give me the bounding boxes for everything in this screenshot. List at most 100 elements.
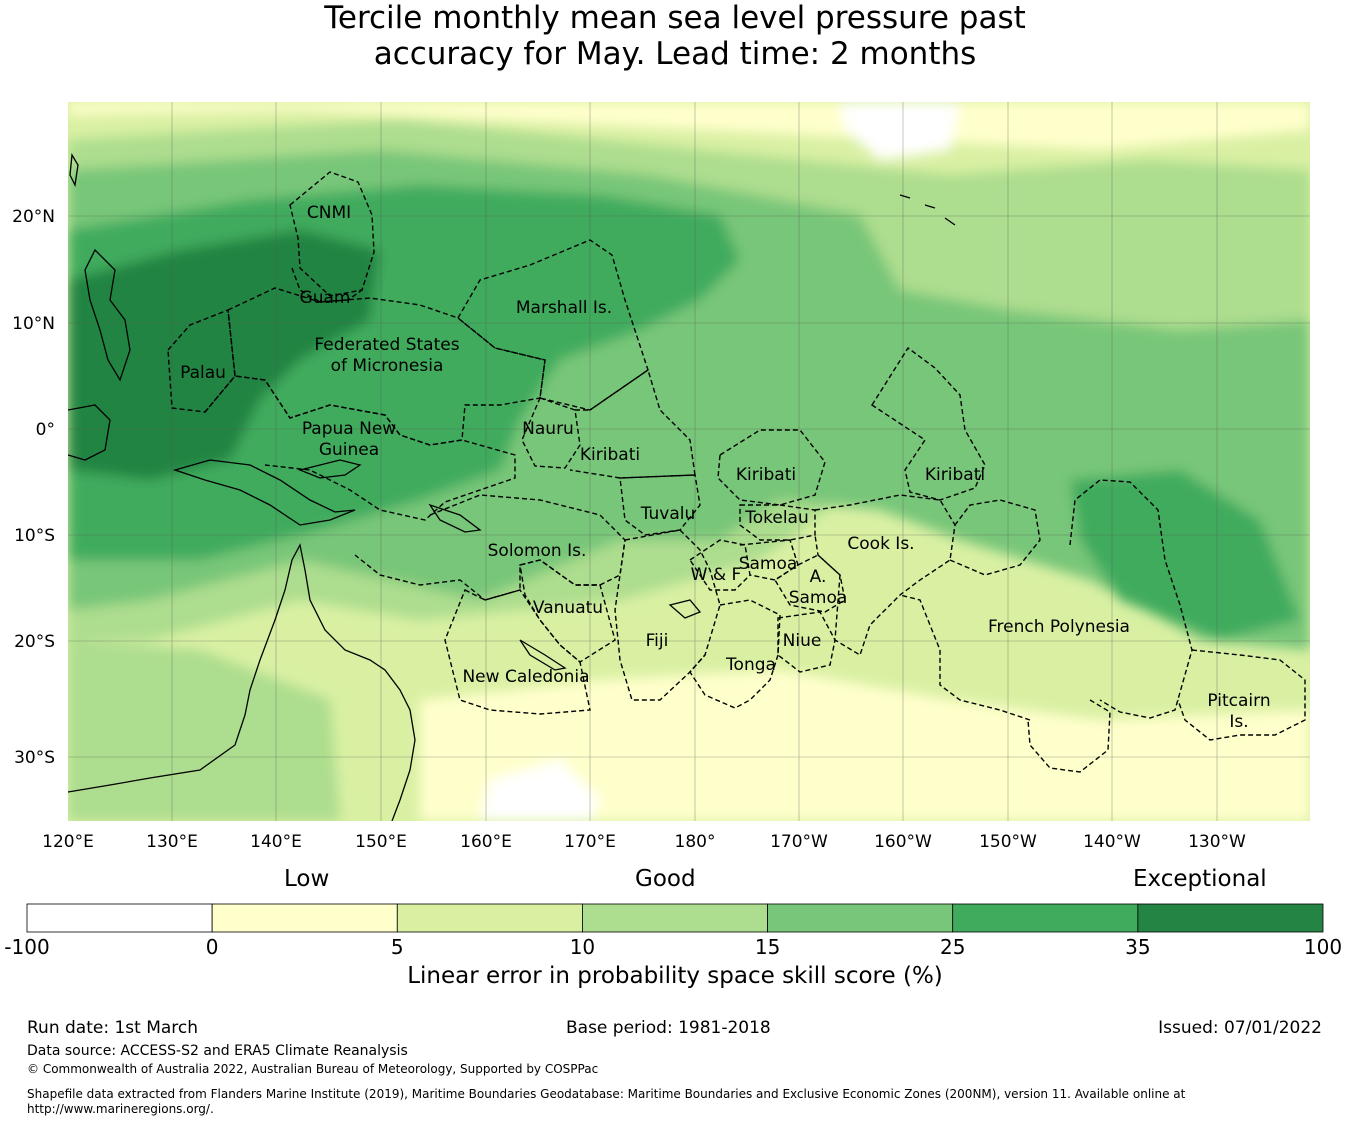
- lon-tick: 140°W: [1083, 832, 1141, 852]
- field-south-pale: [420, 670, 1310, 821]
- graticule: [68, 102, 1310, 821]
- region-label-tokelau: Tokelau: [744, 508, 809, 528]
- eez-guam: [291, 267, 363, 303]
- issued-date: Issued: 07/01/2022: [1158, 1018, 1322, 1038]
- region-label-samoa: Samoa: [739, 554, 798, 574]
- colorbar-tick-label: 0: [206, 935, 219, 959]
- field-south-white: [480, 760, 600, 821]
- lon-tick: 170°W: [770, 832, 828, 852]
- eez-tokelau: [739, 504, 816, 541]
- region-label-solomon: Solomon Is.: [488, 541, 587, 561]
- region-label-newcal: New Caledonia: [462, 667, 589, 687]
- region-label-fsm-2: of Micronesia: [331, 356, 444, 376]
- skill-field: CNMI Guam Marshall Is. Federated States …: [68, 102, 1310, 821]
- colorbar-box: [952, 903, 1139, 933]
- field-east-25: [1070, 470, 1300, 640]
- region-label-nauru: Nauru: [522, 419, 574, 439]
- region-label-png-1: Papua New: [302, 419, 396, 439]
- colorbar-header-exceptional: Exceptional: [1133, 866, 1267, 892]
- region-label-guam: Guam: [300, 288, 351, 308]
- eez-niue: [777, 611, 836, 673]
- eez-tonga: [689, 599, 781, 709]
- region-label-pitcairn-1: Pitcairn: [1207, 691, 1270, 711]
- lat-tick: 20°S: [14, 632, 55, 652]
- eez-fiji: [614, 529, 721, 701]
- coast-australia: [68, 543, 416, 821]
- region-label-palau: Palau: [180, 363, 226, 383]
- region-label-asamoa-2: Samoa: [789, 588, 848, 608]
- field-white-north: [840, 102, 960, 160]
- lat-tick: 10°N: [12, 314, 55, 334]
- eez-frpoly-south: [1027, 699, 1111, 773]
- region-label-tonga: Tonga: [725, 655, 776, 675]
- region-label-fsm-1: Federated States: [314, 335, 459, 355]
- coast-new-caledonia: [519, 639, 567, 671]
- copyright: © Commonwealth of Australia 2022, Austra…: [27, 1062, 599, 1076]
- lon-tick: 120°E: [42, 832, 94, 852]
- lon-tick-labels: 120°E 130°E 140°E 150°E 160°E 170°E 180°…: [42, 832, 1246, 852]
- lon-tick: 180°: [675, 832, 716, 852]
- region-label-kiribati-c: Kiribati: [736, 465, 796, 485]
- colorbar-tick-label: 100: [1304, 935, 1342, 959]
- region-label-marshall: Marshall Is.: [516, 298, 612, 318]
- lon-tick: 130°W: [1188, 832, 1246, 852]
- colorbar-label: Linear error in probability space skill …: [407, 963, 943, 989]
- base-period: Base period: 1981-2018: [566, 1018, 771, 1038]
- field-sw-green: [68, 640, 340, 821]
- colorbar-tick-label: 10: [570, 935, 595, 959]
- lon-tick: 150°E: [355, 832, 407, 852]
- colorbar-box: [1137, 903, 1324, 933]
- lat-tick: 30°S: [14, 748, 55, 768]
- run-date: Run date: 1st March: [27, 1018, 199, 1038]
- colorbar-box: [582, 903, 768, 933]
- eez-kiribati-e: [871, 346, 986, 501]
- lon-tick: 170°E: [564, 832, 616, 852]
- eez-cook: [814, 494, 956, 657]
- colorbar-header-low: Low: [284, 866, 330, 892]
- lon-tick: 160°W: [874, 832, 932, 852]
- region-label-cook: Cook Is.: [847, 534, 914, 554]
- coast-philippines: [84, 248, 131, 382]
- shapefile-credit-2: http://www.marineregions.org/.: [27, 1102, 214, 1116]
- eez-kiribati-c: [717, 429, 826, 506]
- colorbar-box: [26, 903, 213, 933]
- colorbar-tick-label: 35: [1125, 935, 1150, 959]
- title-line-2: accuracy for May. Lead time: 2 months: [373, 36, 977, 72]
- eez-png: [204, 375, 516, 521]
- colorbar: -100 0 5 10 15 25 35 100: [4, 903, 1342, 959]
- chart-title: Tercile monthly mean sea level pressure …: [0, 0, 1350, 72]
- colorbar-box: [767, 903, 954, 933]
- eez-palau: [167, 309, 236, 413]
- lon-tick: 160°E: [460, 832, 512, 852]
- eez-frpoly: [899, 479, 1193, 721]
- region-label-fiji: Fiji: [646, 631, 669, 651]
- skill-map: CNMI Guam Marshall Is. Federated States …: [12, 102, 1310, 852]
- colorbar-box: [211, 903, 398, 933]
- region-label-vanuatu: Vanuatu: [533, 598, 603, 618]
- colorbar-tick-label: 5: [391, 935, 404, 959]
- lat-tick: 0°: [36, 420, 55, 440]
- title-line-1: Tercile monthly mean sea level pressure …: [324, 0, 1026, 36]
- colorbar-tick-label: 15: [755, 935, 780, 959]
- region-labels: CNMI Guam Marshall Is. Federated States …: [180, 203, 1271, 732]
- lat-tick-labels: 20°N 10°N 0° 10°S 20°S 30°S: [12, 207, 55, 768]
- region-label-tuvalu: Tuvalu: [640, 504, 696, 524]
- coast-solomons: [428, 503, 482, 533]
- coast-new-britain: [297, 459, 362, 479]
- eez-pitcairn: [1177, 649, 1306, 741]
- region-label-png-2: Guinea: [319, 440, 379, 460]
- colorbar-tick-label: 25: [940, 935, 965, 959]
- field-band-north: [68, 102, 1310, 150]
- coast-new-guinea: [172, 459, 356, 526]
- colorbar-ticks: -100 0 5 10 15 25 35 100: [4, 935, 1342, 959]
- region-label-kiribati-w: Kiribati: [580, 445, 640, 465]
- lon-tick: 130°E: [146, 832, 198, 852]
- eez-boundaries: [167, 171, 1306, 773]
- eez-newcal: [444, 589, 591, 715]
- coast-taiwan: [69, 152, 79, 188]
- colorbar-header-good: Good: [635, 866, 696, 892]
- region-label-frpoly: French Polynesia: [988, 617, 1130, 637]
- colorbar-box: [396, 903, 583, 933]
- colorbar-tick-label: -100: [4, 935, 49, 959]
- field-zone-max: [68, 230, 380, 480]
